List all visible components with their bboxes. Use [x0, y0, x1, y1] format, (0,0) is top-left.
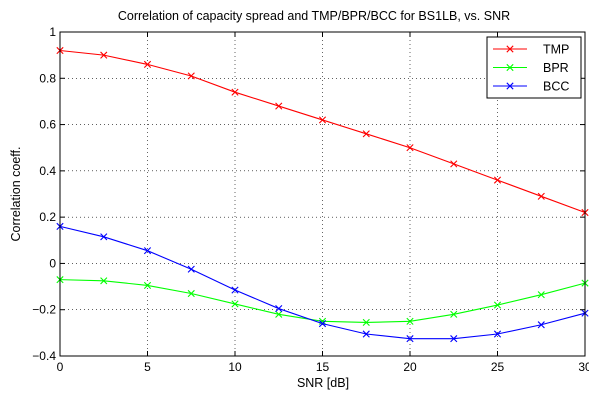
data-point-bpr	[231, 300, 239, 308]
series-bcc	[56, 222, 589, 343]
data-point-bcc	[143, 247, 152, 255]
x-tick-label: 5	[144, 360, 151, 374]
data-point-tmp	[275, 102, 283, 110]
x-tick-label: 20	[403, 360, 417, 374]
x-tick-label: 30	[578, 360, 589, 374]
data-point-bpr	[100, 277, 108, 285]
y-axis-label: Correlation coeff.	[9, 147, 23, 242]
data-point-bpr	[362, 318, 370, 327]
data-point-tmp	[537, 192, 545, 200]
data-point-bcc	[275, 304, 283, 313]
data-point-bpr	[537, 291, 545, 299]
series-bpr	[56, 276, 589, 327]
legend-item-bcc: BCC	[493, 80, 569, 94]
y-tick-label: 0.6	[39, 118, 56, 132]
data-point-bcc	[537, 321, 545, 329]
y-tick-label: −0.4	[32, 349, 56, 363]
legend-marker	[506, 45, 514, 53]
data-point-bcc	[318, 320, 327, 328]
x-tick-label: 25	[491, 360, 505, 374]
data-point-bpr	[143, 281, 152, 290]
legend-label: BPR	[543, 61, 569, 75]
y-tick-label: 0.4	[39, 164, 56, 178]
data-point-bcc	[100, 233, 108, 241]
legend-label: BCC	[543, 80, 569, 94]
x-axis-label: SNR [dB]	[297, 376, 349, 390]
data-point-bcc	[231, 286, 239, 294]
data-point-bpr	[406, 317, 414, 325]
tick-marks: 0 5 10 15 20 25 30 −0.4 −0.2 0 0.2 0.4 0.6 0.8 1	[32, 25, 589, 374]
series-tmp	[56, 46, 589, 217]
data-point-bpr	[450, 310, 458, 318]
data-point-tmp	[493, 176, 502, 184]
x-tick-label: 10	[228, 360, 242, 374]
data-point-bcc	[493, 330, 502, 338]
legend-item-tmp: TMP	[493, 43, 569, 57]
data-point-bpr	[275, 310, 283, 318]
data-point-bpr	[493, 301, 502, 309]
y-tick-label: 1	[49, 25, 56, 39]
data-point-tmp	[362, 130, 370, 138]
data-point-tmp	[143, 60, 152, 68]
y-tick-label: −0.2	[32, 303, 56, 317]
y-tick-label: 0.2	[39, 210, 56, 224]
data-point-bcc	[362, 330, 370, 338]
data-point-bcc	[406, 335, 414, 343]
legend-item-bpr: BPR	[493, 61, 569, 75]
legend-label: TMP	[543, 43, 569, 57]
data-point-bcc	[450, 335, 458, 343]
x-tick-label: 0	[57, 360, 64, 374]
legend-marker	[506, 82, 514, 90]
series-layer	[56, 46, 589, 343]
data-point-bcc	[187, 265, 195, 273]
x-tick-label: 15	[316, 360, 330, 374]
y-tick-label: 0	[49, 256, 56, 270]
data-point-tmp	[406, 144, 414, 152]
data-point-bpr	[187, 289, 195, 298]
chart-title: Correlation of capacity spread and TMP/B…	[118, 9, 510, 23]
data-point-tmp	[100, 51, 108, 59]
data-point-tmp	[318, 116, 327, 124]
data-point-tmp	[187, 72, 195, 80]
data-point-tmp	[450, 160, 458, 168]
legend: TMP BPR BCC	[486, 36, 582, 99]
data-point-tmp	[231, 88, 239, 96]
legend-marker	[506, 63, 514, 72]
y-tick-label: 0.8	[39, 71, 56, 85]
